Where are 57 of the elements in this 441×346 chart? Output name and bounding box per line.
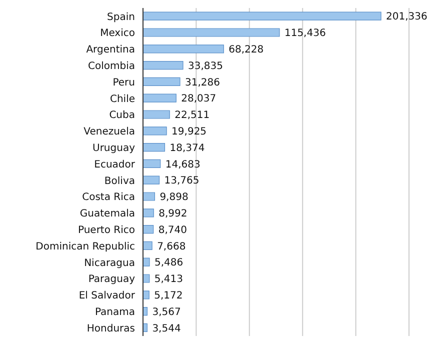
bar bbox=[142, 258, 150, 266]
data-label: 5,172 bbox=[154, 290, 183, 302]
data-label: 3,567 bbox=[152, 306, 181, 318]
y-tick-label: Argentina bbox=[86, 44, 135, 56]
y-tick-label: Ecuador bbox=[94, 159, 136, 170]
y-tick-label: Dominican Republic bbox=[36, 241, 135, 252]
y-tick-label: Panama bbox=[94, 306, 135, 318]
y-tick-label: Costa Rica bbox=[82, 192, 135, 204]
data-label: 13,765 bbox=[164, 176, 200, 187]
y-tick-label: Peru bbox=[112, 77, 135, 88]
bar bbox=[142, 241, 152, 250]
y-tick-label: Boliva bbox=[104, 176, 135, 187]
bar bbox=[142, 225, 154, 234]
bar bbox=[142, 12, 382, 20]
bar bbox=[142, 208, 154, 218]
bar bbox=[142, 44, 224, 54]
data-label: 8,740 bbox=[158, 224, 187, 236]
y-tick-label: Puerto Rico bbox=[78, 224, 135, 236]
y-tick-label: Paraguay bbox=[88, 274, 136, 286]
data-label: 5,486 bbox=[154, 258, 184, 269]
data-label: 9,898 bbox=[160, 192, 188, 204]
data-label: 28,037 bbox=[181, 94, 216, 105]
y-tick-label: Honduras bbox=[86, 323, 135, 334]
bar bbox=[142, 143, 166, 152]
y-tick-label: Chile bbox=[110, 94, 135, 105]
y-tick-label: Guatemala bbox=[80, 208, 135, 220]
y-tick-label: Uruguay bbox=[92, 142, 136, 154]
data-label: 33,835 bbox=[188, 60, 223, 72]
data-label: 18,374 bbox=[170, 142, 205, 154]
data-label: 68,228 bbox=[228, 44, 264, 56]
y-tick-label: Spain bbox=[107, 12, 135, 23]
data-label: 7,668 bbox=[157, 241, 186, 252]
data-label: 14,683 bbox=[165, 159, 200, 170]
data-label: 3,544 bbox=[152, 323, 181, 334]
y-tick-label: El Salvador bbox=[78, 290, 136, 302]
data-label: 5,413 bbox=[154, 274, 184, 286]
data-label: 19,925 bbox=[172, 126, 207, 138]
bar bbox=[142, 110, 170, 119]
data-label: 8,992 bbox=[158, 208, 188, 220]
y-tick-label: Mexico bbox=[100, 28, 135, 40]
data-label: 115,436 bbox=[284, 28, 326, 40]
bar bbox=[142, 61, 184, 70]
bar bbox=[142, 176, 160, 184]
data-label: 22,511 bbox=[174, 110, 210, 122]
bar bbox=[142, 28, 280, 37]
data-label: 201,336 bbox=[386, 12, 428, 23]
bar bbox=[142, 274, 150, 283]
y-tick-label: Cuba bbox=[109, 110, 135, 122]
y-tick-label: Venezuela bbox=[84, 126, 135, 138]
y-tick-label: Colombia bbox=[88, 60, 135, 72]
data-label: 31,286 bbox=[184, 77, 220, 88]
bar bbox=[142, 159, 161, 168]
bar bbox=[142, 126, 167, 136]
bar bbox=[142, 94, 176, 102]
y-tick-label: Nicaragua bbox=[84, 258, 135, 269]
bar bbox=[142, 77, 180, 86]
bar bbox=[142, 192, 155, 201]
